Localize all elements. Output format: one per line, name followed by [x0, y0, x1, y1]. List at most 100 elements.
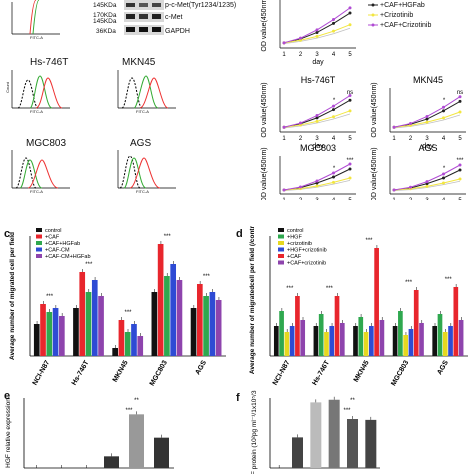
bar: [328, 399, 340, 468]
flow-xlabel: FITC-A: [30, 109, 43, 114]
bar-ylabel: Average number of migratedcell per field…: [249, 226, 256, 374]
bar-category-label: AGS: [194, 359, 208, 376]
bar: [129, 414, 144, 468]
panel-e-chart: HGF relative expression *****: [5, 398, 174, 469]
growth-point: [332, 104, 335, 108]
growth-title: MKN45: [413, 75, 443, 85]
growth-legend-1: +CAF+HGFab: [380, 2, 425, 9]
bar: [279, 311, 284, 356]
growth-point: [458, 163, 462, 167]
bar: [215, 300, 222, 356]
growth-point: [332, 171, 335, 175]
growth-point: [425, 184, 429, 188]
flow-title-hs746t: Hs-746T: [30, 57, 69, 68]
bar: [432, 326, 438, 356]
bar-category-label: Hs-746T: [311, 359, 331, 387]
growth-point: [315, 119, 319, 123]
bar-legend: control+CAF+CAF+HGFab+CAF-CM+CAF-CM+HGFa…: [36, 228, 91, 260]
growth-x-tick: 2: [409, 198, 413, 200]
growth-point: [392, 188, 396, 192]
growth-x-tick: 3: [315, 136, 319, 142]
wb-label-cmet: c-Met: [165, 14, 183, 21]
growth-series-line: [283, 113, 351, 129]
bar-ylabel: Average number of migrated cell per fiel…: [9, 232, 16, 360]
growth-point: [315, 184, 319, 188]
growth-chart: 1 2 3 4 5 day OD value(450nm) Hs-746T ns *: [261, 75, 356, 150]
bar: [33, 324, 40, 356]
growth-point: [409, 185, 412, 189]
growth-annotation: *: [443, 98, 446, 104]
bar: [329, 326, 335, 356]
bar-significance: ***: [343, 408, 351, 414]
bar-significance: ***: [405, 280, 413, 286]
bar: [369, 326, 374, 356]
flow-histogram-ags: [117, 150, 176, 189]
bar: [347, 419, 358, 468]
flow-histograms: [11, 0, 176, 189]
bar-significance: ***: [164, 234, 172, 240]
bar-legend-label: +CAF-CM: [45, 248, 70, 254]
bar: [203, 296, 209, 356]
bar-category-label: AGS: [436, 359, 450, 376]
growth-x-tick: 2: [299, 198, 303, 200]
bar: [85, 292, 92, 356]
flow-title-mkn45: MKN45: [122, 57, 156, 68]
growth-point: [458, 95, 462, 99]
growth-x-tick: 4: [332, 136, 336, 142]
growth-x-tick: 5: [348, 136, 352, 142]
bar: [363, 332, 369, 356]
bar-ylabel: HGF protein (10²pg ml⁻¹/1x10⁵/36h): [251, 390, 258, 474]
flow-xlabel: FITC-A: [30, 189, 43, 194]
growth-point: [315, 28, 319, 32]
bar: [419, 323, 424, 356]
growth-point: [315, 30, 319, 34]
bar: [151, 292, 158, 356]
growth-x-tick: 3: [315, 52, 319, 58]
panel-c-chart: Average number of migrated cell per fiel…: [9, 228, 226, 387]
growth-ylabel: OD value(450nm): [261, 147, 268, 200]
growth-point: [315, 114, 319, 118]
bar: [374, 248, 379, 356]
growth-legend-marker: [371, 23, 375, 27]
bar-legend-swatch: [36, 228, 42, 232]
bar-legend-swatch: [36, 241, 42, 245]
flow-histogram-mgc803: [11, 150, 70, 189]
growth-legend-marker: [371, 13, 375, 17]
bar: [190, 308, 197, 356]
wb-label-gapdh: GAPDH: [165, 28, 190, 35]
panel-label-f: f: [236, 392, 240, 404]
bar-legend-swatch: [278, 260, 284, 265]
growth-point: [299, 121, 302, 125]
growth-point: [299, 185, 302, 189]
bar: [339, 323, 345, 356]
growth-point: [282, 188, 286, 192]
bar: [453, 287, 459, 356]
bar: [292, 437, 303, 468]
growth-annotation: ***: [456, 158, 464, 164]
growth-x-tick: 1: [282, 136, 286, 142]
bar-significance: ***: [85, 262, 93, 268]
bar: [398, 311, 403, 356]
growth-legend-2: +Crizotinib: [380, 12, 414, 19]
bar: [392, 326, 398, 356]
growth-ylabel: OD value(450nm): [261, 82, 268, 137]
growth-point: [348, 6, 352, 10]
bar-legend-swatch: [36, 254, 42, 258]
growth-point: [348, 94, 352, 98]
growth-point: [332, 18, 335, 22]
growth-point: [425, 114, 429, 118]
bar: [52, 308, 59, 356]
flow-xlabel: FITC-A: [30, 35, 43, 40]
bar-legend-swatch: [36, 234, 42, 239]
growth-point: [299, 38, 302, 42]
bar: [104, 456, 119, 468]
growth-x-tick: 1: [392, 136, 396, 142]
bar-legend-label: +CAF+HGFab: [45, 241, 80, 247]
bar: [334, 296, 340, 356]
bar: [196, 284, 203, 356]
bar-legend-label: +CAF+crizotinib: [287, 261, 326, 267]
flow-title-ags: AGS: [130, 138, 152, 149]
growth-x-tick: 4: [442, 136, 446, 142]
bar: [131, 324, 137, 356]
bar: [437, 314, 443, 356]
